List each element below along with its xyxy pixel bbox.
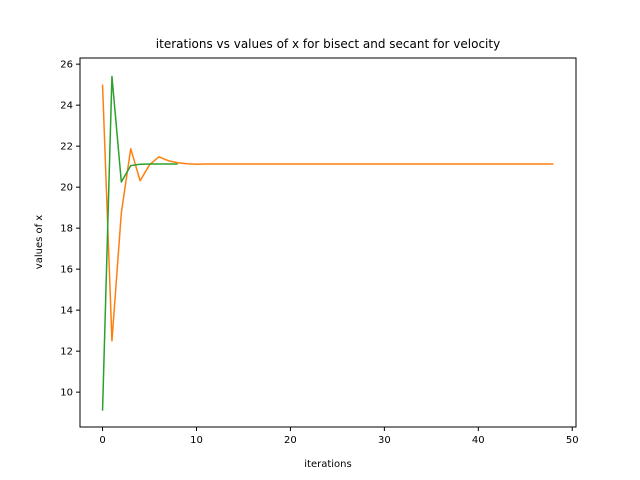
- y-tick-label: 20: [60, 183, 73, 194]
- series-line-2: [101, 75, 178, 411]
- y-tick-label: 12: [60, 347, 73, 358]
- plot-area: [101, 75, 554, 411]
- x-tick-label: 10: [190, 435, 203, 446]
- x-tick-label: 30: [378, 435, 391, 446]
- y-tick-label: 18: [60, 224, 73, 235]
- y-axis-label: values of x: [34, 215, 45, 270]
- y-axis: 10 12 14 16 18 20 22 24 26: [60, 60, 80, 399]
- x-tick-label: 50: [566, 435, 579, 446]
- x-axis-label: iterations: [304, 459, 351, 470]
- y-tick-label: 22: [60, 142, 73, 153]
- y-tick-label: 10: [60, 388, 73, 399]
- x-tick-label: 40: [472, 435, 485, 446]
- x-axis: 0 10 20 30 40 50: [99, 427, 579, 446]
- x-tick-label: 0: [99, 435, 105, 446]
- y-tick-label: 14: [60, 306, 73, 317]
- x-tick-label: 20: [284, 435, 297, 446]
- plot-frame: [79, 57, 577, 428]
- y-tick-label: 26: [60, 60, 73, 71]
- y-tick-label: 16: [60, 265, 73, 276]
- y-tick-label: 24: [60, 101, 73, 112]
- chart-title: iterations vs values of x for bisect and…: [156, 37, 500, 51]
- series-line-1: [101, 84, 554, 342]
